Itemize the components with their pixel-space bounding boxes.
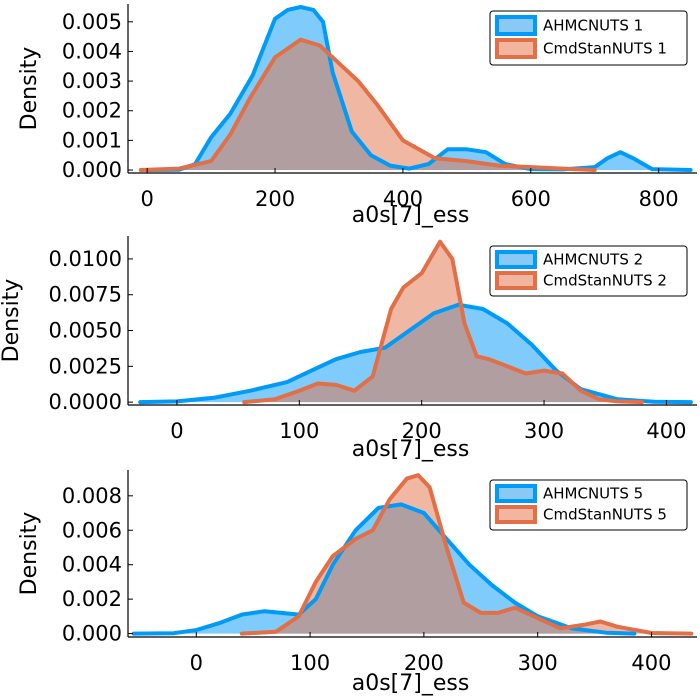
y-tick-label: 0.001 bbox=[62, 128, 122, 152]
y-axis-label: Density bbox=[17, 47, 42, 131]
x-tick-label: 600 bbox=[511, 187, 551, 211]
x-tick-label: 300 bbox=[518, 651, 558, 675]
legend-entry-1: AHMCNUTS 2 bbox=[543, 251, 643, 269]
y-tick-label: 0.0025 bbox=[49, 354, 122, 378]
y-tick-label: 0.0000 bbox=[49, 390, 122, 414]
x-tick-label: 100 bbox=[290, 651, 330, 675]
legend-entry-1: AHMCNUTS 5 bbox=[543, 485, 643, 503]
x-tick-label: 0 bbox=[190, 651, 203, 675]
series-line-2 bbox=[138, 37, 597, 172]
legend: AHMCNUTS 2 CmdStanNUTS 2 bbox=[489, 245, 688, 297]
y-axis-label: Density bbox=[17, 512, 42, 596]
x-tick-label: 200 bbox=[402, 419, 442, 443]
y-tick-label: 0.000 bbox=[62, 622, 122, 646]
series-line-2 bbox=[242, 239, 644, 405]
legend-entry-1: AHMCNUTS 1 bbox=[543, 17, 643, 35]
y-tick-label: 0.0050 bbox=[49, 319, 122, 343]
x-tick-label: 0 bbox=[140, 187, 153, 211]
y-tick-label: 0.002 bbox=[62, 587, 122, 611]
series-line-2 bbox=[239, 473, 694, 636]
x-tick-label: 200 bbox=[404, 651, 444, 675]
x-tick-label: 0 bbox=[170, 419, 183, 443]
legend: AHMCNUTS 5 CmdStanNUTS 5 bbox=[489, 479, 688, 531]
series-line-1 bbox=[145, 5, 693, 172]
y-tick-label: 0.000 bbox=[62, 158, 122, 182]
legend-box bbox=[489, 479, 688, 531]
legend-box bbox=[489, 245, 688, 297]
legend-entry-2: CmdStanNUTS 2 bbox=[543, 272, 667, 290]
y-tick-label: 0.0100 bbox=[49, 247, 122, 271]
y-tick-label: 0.005 bbox=[62, 10, 122, 34]
legend-swatch-2 bbox=[495, 505, 537, 524]
y-tick-label: 0.003 bbox=[62, 69, 122, 93]
y-tick-label: 0.0075 bbox=[49, 283, 122, 307]
series-fill-2 bbox=[241, 475, 692, 634]
legend-swatch-1 bbox=[495, 250, 537, 269]
subplot-1: 0 200 400 600 800 0.000 0.001 0.002 0.003 0.004 0.… bbox=[17, 4, 697, 228]
subplot-2: 0 100 200 300 400 0.0000 0.0025 0.0050 0.0075 0.0… bbox=[0, 236, 697, 462]
series-fill-2 bbox=[140, 39, 595, 170]
x-axis-label: a0s[7]_ess bbox=[352, 437, 470, 462]
x-axis-label: a0s[7]_ess bbox=[352, 671, 470, 696]
y-tick-label: 0.004 bbox=[62, 39, 122, 63]
x-tick-label: 300 bbox=[524, 419, 564, 443]
x-axis-label: a0s[7]_ess bbox=[352, 203, 470, 228]
subplot-3: 0 100 200 300 400 0.000 0.002 0.004 0.006 0.008 a0… bbox=[17, 470, 697, 696]
legend: AHMCNUTS 1 CmdStanNUTS 1 bbox=[489, 10, 688, 66]
series-line-1 bbox=[131, 502, 637, 636]
x-tick-label: 200 bbox=[255, 187, 295, 211]
y-axis-label: Density bbox=[0, 279, 24, 363]
y-tick-label: 0.002 bbox=[62, 99, 122, 123]
y-tick-label: 0.004 bbox=[62, 553, 122, 577]
legend-box bbox=[489, 10, 688, 66]
y-tick-label: 0.008 bbox=[62, 484, 122, 508]
series-fill-2 bbox=[244, 241, 642, 403]
x-tick-label: 800 bbox=[639, 187, 679, 211]
x-tick-label: 400 bbox=[383, 187, 423, 211]
legend-swatch-2 bbox=[495, 38, 537, 59]
legend-entry-2: CmdStanNUTS 5 bbox=[543, 506, 667, 524]
legend-swatch-1 bbox=[495, 15, 537, 36]
legend-entry-2: CmdStanNUTS 1 bbox=[543, 40, 667, 58]
x-tick-label: 400 bbox=[646, 419, 686, 443]
x-tick-label: 400 bbox=[631, 651, 671, 675]
y-tick-label: 0.006 bbox=[62, 518, 122, 542]
legend-swatch-1 bbox=[495, 484, 537, 503]
x-tick-label: 100 bbox=[279, 419, 319, 443]
legend-swatch-2 bbox=[495, 271, 537, 290]
